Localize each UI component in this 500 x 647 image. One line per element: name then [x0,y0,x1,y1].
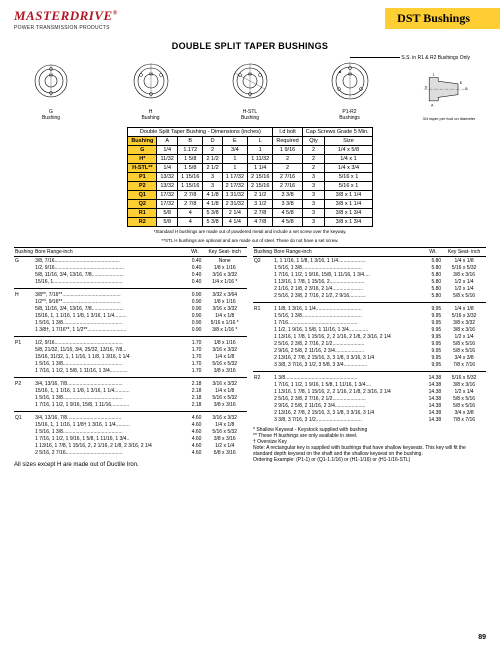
all-sizes-note: All sizes except H are made out of Ducti… [14,462,247,468]
bore-table-left: BushingBore Range-inchWt.Key Seat- inch … [14,247,247,456]
svg-text:A: A [431,103,434,107]
section-tab: DST Bushings [385,8,500,29]
svg-text:L: L [433,73,435,77]
svg-text:E: E [460,81,463,85]
dim-footnote-1: *Standard H bushings are made out of pow… [14,229,486,234]
dimensions-table: Double Split Taper Bushing - Dimensions … [127,127,372,227]
page-number: 89 [478,634,486,641]
brand: MASTERDRIVE® [14,8,118,24]
bushing-figures: G Bushing H Bushing H-STL Bushing P1-R2 … [24,61,476,121]
footnotes: * Shallow Keyseat - Keystock supplied wi… [253,427,486,463]
bore-table-right: BushingBore Range-inchWt.Key Seat- inch … [253,247,486,423]
svg-text:D: D [425,85,428,89]
svg-text:B: B [465,87,468,91]
page-title: DOUBLE SPLIT TAPER BUSHINGS [14,41,486,51]
brand-sub: POWER TRANSMISSION PRODUCTS [14,25,118,31]
dim-footnote-2: **STL H bushings are optional and are ma… [14,238,486,243]
